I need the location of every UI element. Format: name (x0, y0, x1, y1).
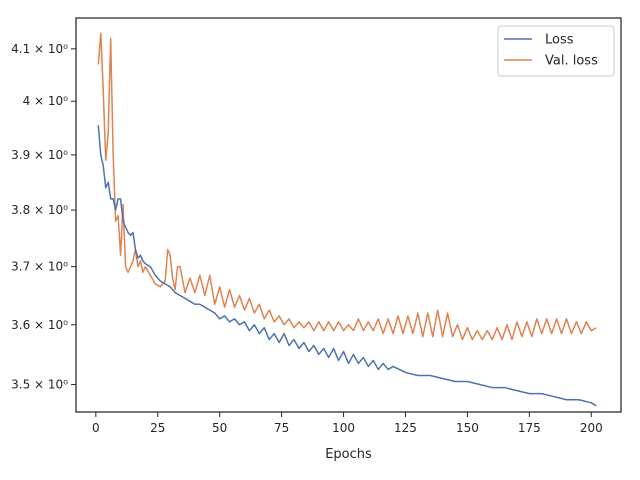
series-line-val-loss (97, 32, 597, 341)
legend-label-val-loss: Val. loss (545, 54, 598, 69)
x-tick-label: 0 (92, 421, 100, 435)
x-tick-label: 50 (212, 421, 227, 435)
y-tick-label: 3.7 × 10⁰ (11, 260, 68, 274)
x-tick-label: 150 (456, 421, 479, 435)
legend: Loss Val. loss (497, 25, 615, 77)
axes-frame (75, 17, 622, 413)
y-tick-label: 3.6 × 10⁰ (11, 318, 68, 332)
series-layer (97, 32, 597, 407)
x-axis-ticks: 0 25 50 75 100 125 150 175 200 (92, 412, 603, 435)
x-tick-label: 75 (274, 421, 289, 435)
legend-label-loss: Loss (545, 33, 574, 48)
x-tick-label: 125 (394, 421, 417, 435)
y-tick-label: 3.8 × 10⁰ (11, 203, 68, 217)
x-tick-label: 25 (150, 421, 165, 435)
x-tick-label: 200 (580, 421, 603, 435)
x-tick-label: 175 (518, 421, 541, 435)
series-line-loss (97, 125, 597, 407)
y-tick-label: 3.5 × 10⁰ (11, 378, 68, 392)
y-tick-label: 3.9 × 10⁰ (11, 148, 68, 162)
x-tick-label: 100 (332, 421, 355, 435)
y-axis-ticks: 3.5 × 10⁰ 3.6 × 10⁰ 3.7 × 10⁰ 3.8 × 10⁰ 3.9 … (11, 42, 76, 392)
y-tick-label: 4 × 10⁰ (23, 94, 69, 108)
x-axis-label: Epochs (325, 447, 372, 462)
y-tick-label: 4.1 × 10⁰ (11, 42, 68, 56)
